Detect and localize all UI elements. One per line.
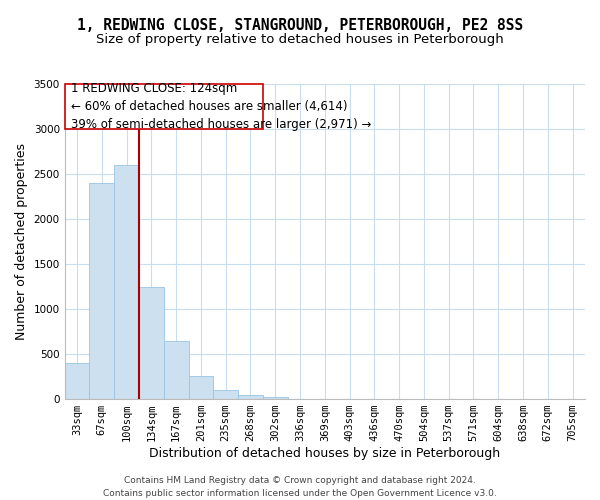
Bar xyxy=(89,183,114,399)
Text: Contains HM Land Registry data © Crown copyright and database right 2024.
Contai: Contains HM Land Registry data © Crown c… xyxy=(103,476,497,498)
X-axis label: Distribution of detached houses by size in Peterborough: Distribution of detached houses by size … xyxy=(149,447,500,460)
Bar xyxy=(139,286,164,399)
Bar xyxy=(188,376,214,399)
Bar xyxy=(114,165,139,399)
Bar xyxy=(164,342,188,399)
Bar xyxy=(238,394,263,399)
Text: 1 REDWING CLOSE: 124sqm
← 60% of detached houses are smaller (4,614)
39% of semi: 1 REDWING CLOSE: 124sqm ← 60% of detache… xyxy=(71,82,371,131)
Text: Size of property relative to detached houses in Peterborough: Size of property relative to detached ho… xyxy=(96,32,504,46)
Bar xyxy=(65,363,89,399)
Text: 1, REDWING CLOSE, STANGROUND, PETERBOROUGH, PE2 8SS: 1, REDWING CLOSE, STANGROUND, PETERBOROU… xyxy=(77,18,523,32)
Bar xyxy=(214,390,238,399)
Bar xyxy=(263,397,287,399)
Y-axis label: Number of detached properties: Number of detached properties xyxy=(15,143,28,340)
